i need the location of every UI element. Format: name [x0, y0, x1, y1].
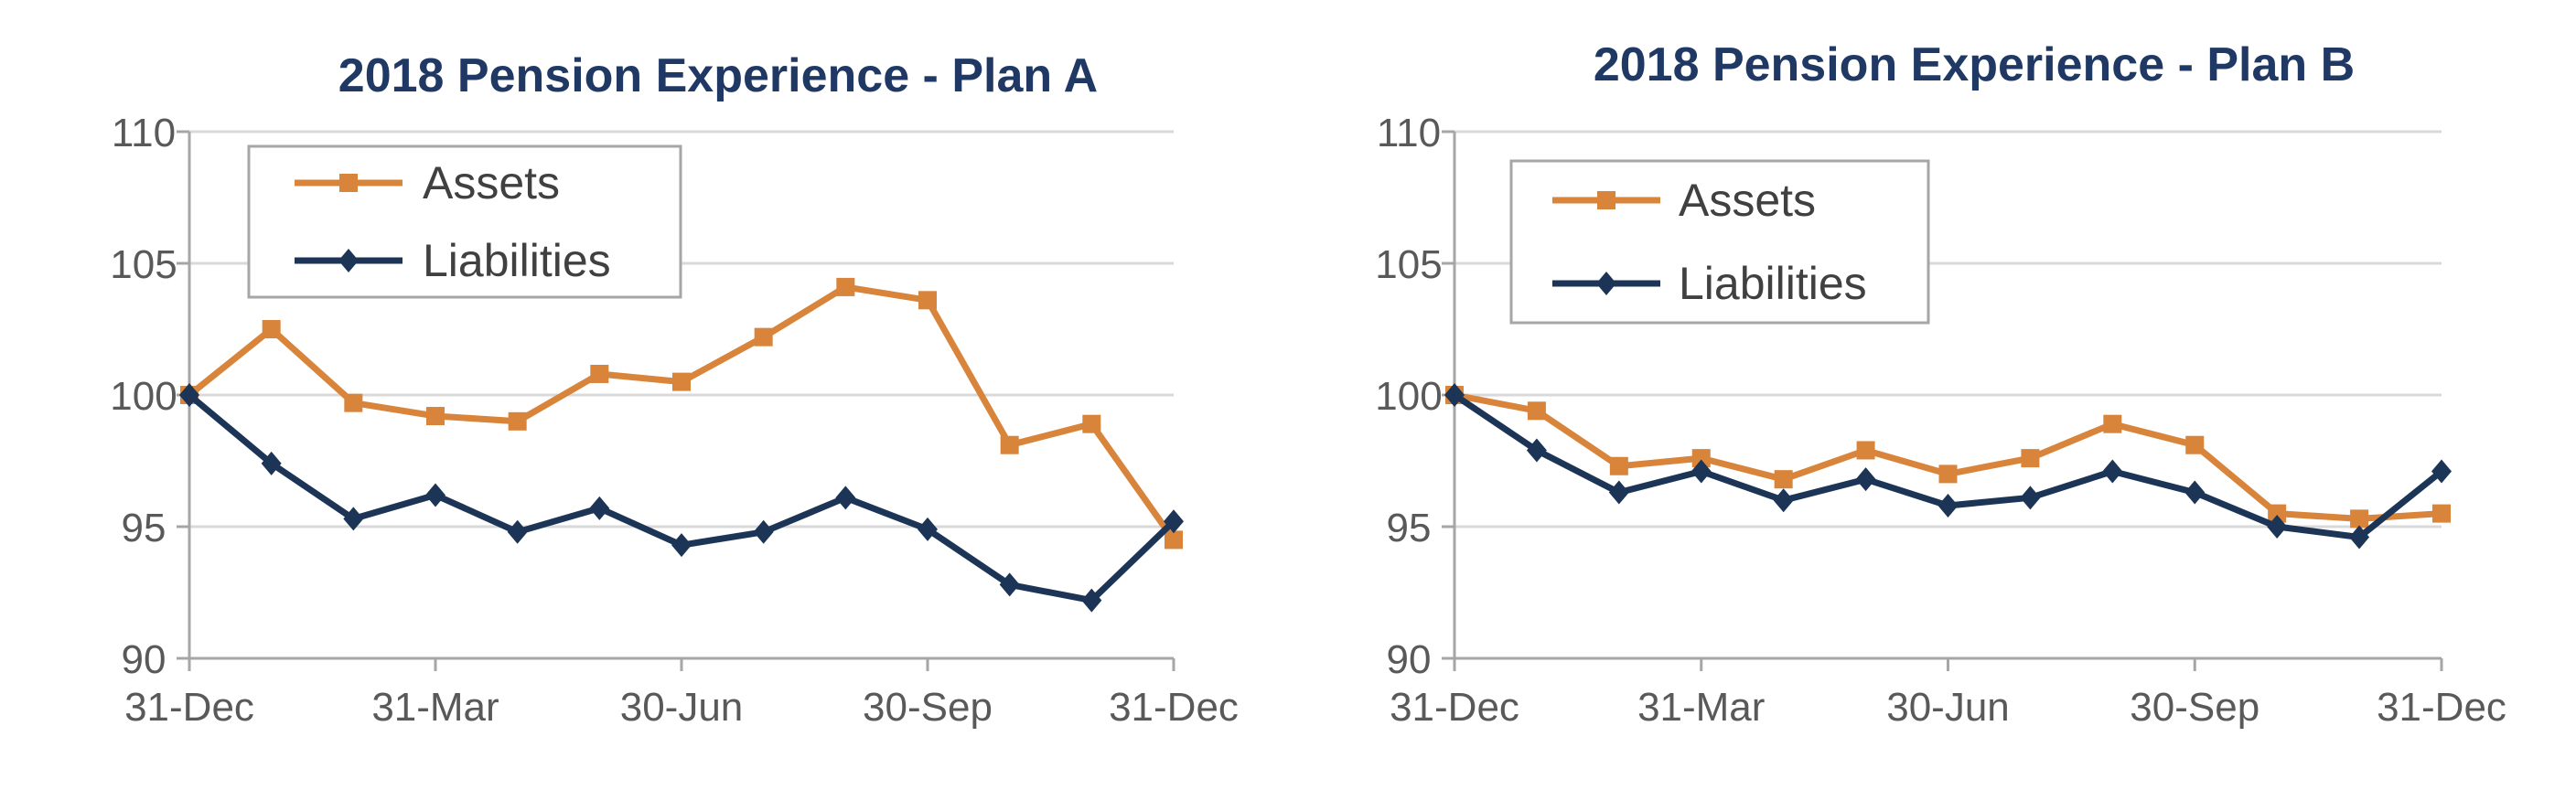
data-point-assets — [2103, 414, 2122, 433]
data-point-assets — [672, 372, 691, 391]
data-point-liabilities — [1526, 438, 1547, 463]
data-point-liabilities — [425, 483, 445, 507]
data-point-liabilities — [1081, 588, 1102, 613]
legend-marker-liabilities — [1596, 272, 1616, 295]
data-point-liabilities — [2184, 480, 2206, 505]
data-point-liabilities — [753, 519, 774, 544]
data-point-assets — [1938, 464, 1958, 484]
data-point-assets — [1691, 449, 1711, 468]
data-point-liabilities — [1444, 383, 1465, 407]
x-tick-label: 31-Dec — [124, 685, 254, 730]
y-tick-label: 105 — [1375, 242, 1442, 287]
data-point-liabilities — [179, 383, 199, 407]
chart-title: 2018 Pension Experience - Plan A — [338, 49, 1098, 102]
data-point-assets — [2432, 504, 2451, 523]
legend-marker-assets — [1597, 191, 1615, 209]
data-point-assets — [836, 277, 855, 296]
x-tick-label: 30-Sep — [863, 685, 993, 730]
chart-plan-a: 2018 Pension Experience - Plan A 90 95 100 1… — [110, 49, 1239, 730]
data-point-assets — [508, 411, 527, 431]
data-point-assets — [754, 327, 773, 347]
y-tick-label: 105 — [110, 242, 177, 287]
data-point-liabilities — [589, 496, 610, 520]
y-tick-label: 110 — [112, 111, 176, 155]
legend-label-assets: Assets — [423, 157, 560, 208]
data-point-liabilities — [2431, 459, 2452, 484]
x-tick-label: 31-Dec — [1109, 685, 1239, 730]
data-point-assets — [2268, 504, 2287, 523]
legend: Assets Liabilities — [1509, 159, 1930, 325]
x-tick-label: 31-Mar — [371, 685, 499, 730]
data-point-liabilities — [1164, 509, 1184, 534]
data-point-assets — [2185, 435, 2205, 454]
data-point-assets — [1609, 456, 1628, 475]
legend-box — [247, 144, 682, 299]
y-tick-label: 100 — [110, 374, 177, 419]
chart-plan-b: 2018 Pension Experience - Plan B 90 95 100 1… — [1375, 38, 2506, 730]
legend-box — [1509, 159, 1930, 325]
x-tick-label: 30-Jun — [620, 685, 744, 730]
data-point-assets — [918, 291, 937, 310]
y-tick-label: 100 — [1375, 374, 1442, 419]
data-point-liabilities — [343, 507, 364, 531]
x-tick-label: 30-Jun — [1886, 685, 2010, 730]
y-tick-label: 110 — [1377, 111, 1441, 155]
data-point-assets — [262, 320, 281, 338]
y-tick-label: 95 — [122, 506, 166, 550]
legend: Assets Liabilities — [247, 144, 682, 299]
y-tick-label: 90 — [1387, 637, 1432, 682]
data-point-assets — [344, 393, 363, 412]
data-point-assets — [2021, 449, 2040, 468]
data-point-liabilities — [999, 572, 1020, 597]
data-point-liabilities — [2102, 459, 2123, 484]
y-tick-label: 95 — [1387, 506, 1432, 550]
data-point-liabilities — [1773, 488, 1794, 513]
data-point-assets — [1165, 530, 1183, 550]
data-point-liabilities — [1937, 493, 1959, 518]
x-tick-label: 31-Dec — [2377, 685, 2506, 730]
series-line-liabilities — [187, 392, 1176, 604]
data-point-liabilities — [2020, 486, 2041, 510]
data-point-liabilities — [1690, 459, 1712, 484]
data-point-liabilities — [835, 486, 856, 510]
y-tick-label: 90 — [122, 637, 166, 682]
legend-label-liabilities: Liabilities — [423, 235, 611, 286]
series-line-assets — [187, 283, 1176, 542]
x-tick-label: 30-Sep — [2130, 685, 2259, 730]
data-point-liabilities — [1608, 480, 1629, 505]
data-point-liabilities — [2267, 515, 2288, 539]
data-point-liabilities — [2349, 525, 2370, 550]
data-point-assets — [1856, 441, 1875, 460]
data-point-liabilities — [261, 451, 282, 475]
data-point-liabilities — [671, 533, 692, 558]
chart-title: 2018 Pension Experience - Plan B — [1594, 38, 2355, 91]
data-point-liabilities — [918, 517, 938, 541]
data-point-assets — [1082, 414, 1101, 433]
data-point-liabilities — [1855, 467, 1876, 492]
data-point-assets — [1774, 470, 1793, 489]
legend-marker-liabilities — [338, 249, 359, 272]
x-tick-label: 31-Mar — [1637, 685, 1765, 730]
data-point-assets — [1527, 401, 1546, 421]
data-point-assets — [590, 364, 609, 383]
x-tick-label: 31-Dec — [1390, 685, 1519, 730]
data-point-liabilities — [507, 519, 528, 544]
legend-label-liabilities: Liabilities — [1679, 258, 1867, 309]
data-point-assets — [1000, 435, 1019, 454]
legend-label-assets: Assets — [1679, 175, 1816, 226]
data-point-assets — [2350, 509, 2369, 528]
data-point-assets — [426, 407, 445, 426]
legend-marker-assets — [339, 174, 358, 192]
